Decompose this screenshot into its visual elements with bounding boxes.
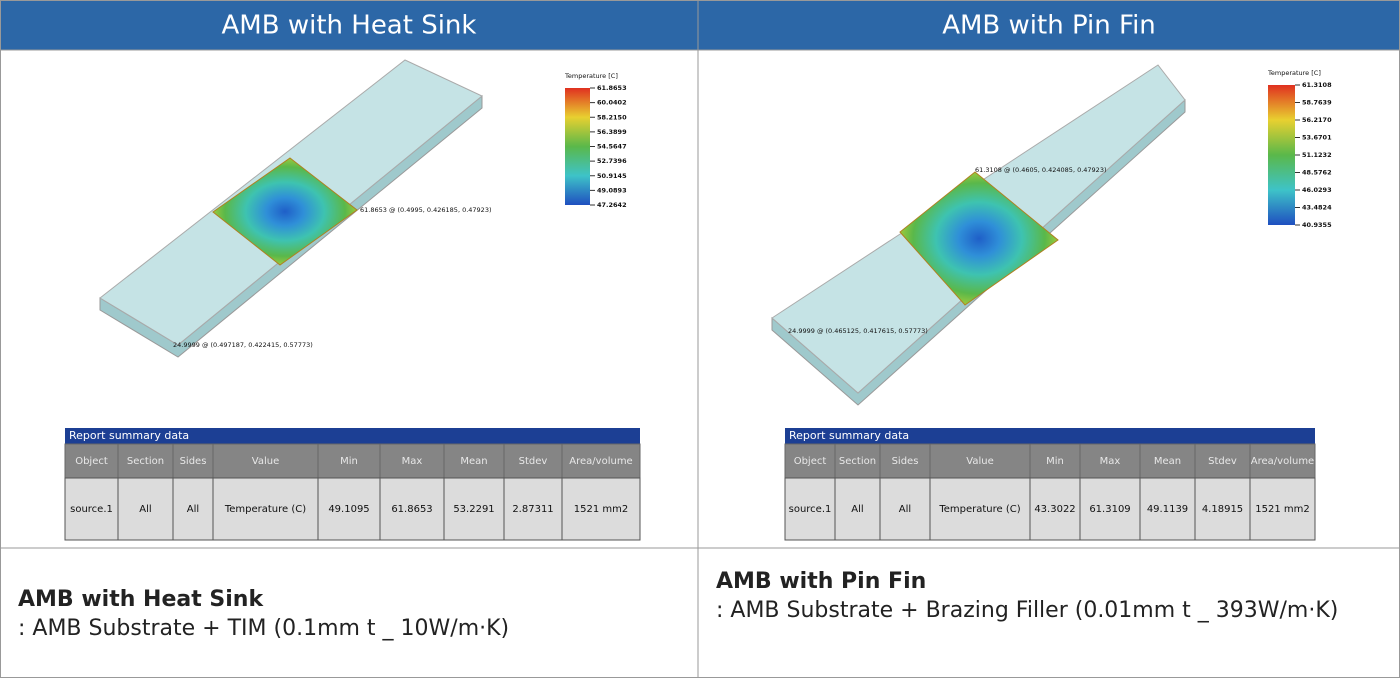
report-value: 53.2291 [453,504,494,515]
report-title: Report summary data [69,429,189,442]
report-title: Report summary data [789,429,909,442]
colorbar [1268,85,1295,225]
page: {"panels": [ {"header": "AMB with Heat S… [0,0,1400,678]
report-value: 1521 mm2 [1255,504,1309,515]
report-value: 61.3109 [1089,504,1130,515]
report-value: Temperature (C) [224,504,306,515]
column-header: AMB with Pin Fin [942,11,1156,41]
report-value: 2.87311 [512,504,553,515]
legend-label: 49.0893 [597,186,627,194]
report-value: All [187,504,199,515]
legend-label: 58.2150 [597,113,627,121]
legend-label: 46.0293 [1302,186,1332,194]
report-value: 49.1095 [328,504,369,515]
legend-label: 61.8653 [597,84,627,92]
probe-label: 24.9999 @ (0.465125, 0.417615, 0.57773) [788,327,928,335]
report-value: All [139,504,151,515]
report-header: Stdev [519,456,548,467]
legend-label: 58.7639 [1302,99,1332,107]
report-header: Max [402,456,423,467]
probe-label: 61.8653 @ (0.4995, 0.426185, 0.47923) [360,206,492,214]
legend-label: 56.2170 [1302,116,1332,124]
report-value: 1521 mm2 [574,504,628,515]
legend-label: 56.3899 [597,128,627,136]
report-header: Section [127,456,164,467]
report-header: Max [1100,456,1121,467]
report-header: Stdev [1208,456,1237,467]
colorbar [565,88,590,205]
legend-label: 61.3108 [1302,81,1332,89]
caption-text: : AMB Substrate + TIM (0.1mm t _ 10W/m·K… [18,616,509,641]
report-header: Value [252,456,279,467]
report-header: Min [340,456,358,467]
report-header: Area/volume [569,456,632,467]
legend-label: 47.2642 [597,201,627,209]
legend-label: 60.0402 [597,99,627,107]
legend-label: 40.9355 [1302,221,1332,229]
caption: AMB with Pin Fin: AMB Substrate + Brazin… [716,567,1356,625]
report-header: Section [839,456,876,467]
legend-label: 53.6701 [1302,134,1332,142]
report-value: Temperature (C) [938,504,1020,515]
legend-label: 52.7396 [597,157,627,165]
report-header: Value [966,456,993,467]
caption: AMB with Heat Sink: AMB Substrate + TIM … [18,585,658,643]
caption-title: AMB with Pin Fin [716,567,1356,596]
legend-title: Temperature [C] [1267,69,1321,77]
report-value: 49.1139 [1147,504,1188,515]
report-value: 4.18915 [1202,504,1243,515]
caption-title: AMB with Heat Sink [18,585,658,614]
legend-label: 48.5762 [1302,169,1332,177]
probe-label: 24.9999 @ (0.497187, 0.422415, 0.57773) [173,341,313,349]
report-value: All [899,504,911,515]
report-value: 43.3022 [1034,504,1075,515]
report-header: Sides [892,456,919,467]
report-value: source.1 [789,504,832,515]
report-value: 61.8653 [391,504,432,515]
report-header: Mean [1154,456,1181,467]
report-header: Min [1046,456,1064,467]
legend-label: 43.4824 [1302,204,1332,212]
report-header: Object [794,456,827,467]
report-header: Area/volume [1251,456,1314,467]
caption-text: : AMB Substrate + Brazing Filler (0.01mm… [716,598,1338,623]
report-header: Object [75,456,108,467]
legend-label: 51.1232 [1302,151,1332,159]
column-header: AMB with Heat Sink [222,11,477,41]
probe-label: 61.3108 @ (0.4605, 0.424085, 0.47923) [975,166,1107,174]
report-header: Mean [460,456,487,467]
report-header: Sides [180,456,207,467]
report-value: All [851,504,863,515]
header-bar [0,0,1400,50]
legend-title: Temperature [C] [564,72,618,80]
legend-label: 50.9145 [597,172,627,180]
report-value: source.1 [70,504,113,515]
legend-label: 54.5647 [597,143,627,151]
